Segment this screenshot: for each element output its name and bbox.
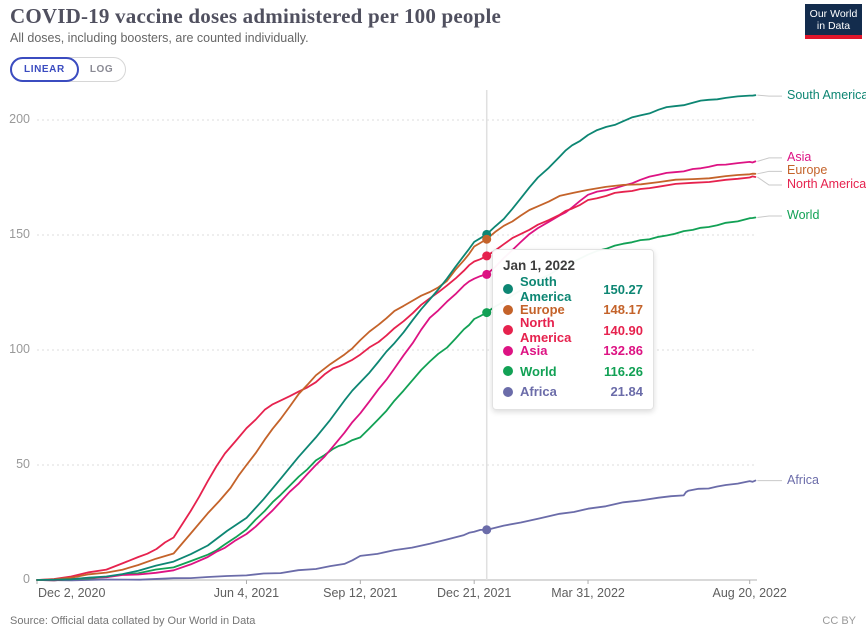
y-tick-label: 200	[9, 112, 30, 126]
owid-logo-box: Our World in Data	[805, 4, 862, 35]
series-label-world[interactable]: World	[787, 208, 820, 223]
tooltip-series-value: 150.27	[603, 281, 643, 297]
x-tick-label: Jun 4, 2021	[213, 586, 280, 600]
tooltip-series-name: North America	[520, 315, 572, 346]
tooltip-row: World 116.26	[503, 361, 643, 382]
x-tick-label: Sep 12, 2021	[323, 586, 398, 600]
y-tick-label: 100	[9, 342, 30, 356]
tooltip-series-name: Asia	[520, 343, 548, 359]
series-dot-icon	[503, 366, 513, 377]
series-dot-icon	[503, 284, 513, 295]
tooltip-row: South America 150.27	[503, 274, 643, 304]
tooltip-series-value: 148.17	[603, 302, 643, 318]
x-tick-label: Dec 21, 2021	[436, 586, 512, 600]
x-tick-label: Aug 20, 2022	[712, 586, 787, 600]
source-note: Source: Official data collated by Our Wo…	[10, 615, 256, 627]
tooltip-date: Jan 1, 2022	[503, 258, 576, 273]
tooltip-series-value: 21.84	[610, 384, 643, 400]
y-tick-label: 50	[16, 457, 30, 471]
x-tick-label: Dec 2, 2020	[38, 586, 106, 600]
series-label-north_america[interactable]: North America	[787, 177, 866, 192]
series-label-south_america[interactable]: South America	[787, 88, 866, 103]
owid-logo-bar	[805, 35, 862, 39]
tooltip-series-name: World	[520, 363, 557, 379]
series-label-africa[interactable]: Africa	[787, 472, 819, 487]
tooltip-row: North America 140.90	[503, 315, 643, 345]
tooltip-series-name: Europe	[520, 302, 565, 318]
scale-toggle: LINEAR LOG	[10, 57, 127, 82]
owid-logo-line1: Our World	[809, 8, 858, 20]
owid-logo-line2: in Data	[816, 20, 851, 32]
owid-logo[interactable]: Our World in Data	[805, 4, 862, 39]
tooltip-series-name: South America	[520, 274, 572, 305]
tooltip-series-value: 132.86	[603, 343, 643, 359]
series-label-europe[interactable]: Europe	[787, 163, 828, 178]
tooltip-row: Africa 21.84	[503, 382, 643, 403]
tooltip-row: Europe 148.17	[503, 300, 643, 321]
log-scale-button[interactable]: LOG	[89, 64, 114, 75]
linear-scale-button[interactable]: LINEAR	[10, 57, 79, 82]
tooltip-series-value: 140.90	[603, 322, 643, 338]
x-tick-label: Mar 31, 2022	[551, 586, 625, 600]
series-label-asia[interactable]: Asia	[787, 149, 812, 164]
page-title: COVID-19 vaccine doses administered per …	[10, 4, 502, 28]
tooltip-row: Asia 132.86	[503, 341, 643, 362]
y-tick-label: 0	[23, 572, 30, 586]
license-badge[interactable]: CC BY	[822, 615, 856, 627]
chart-subtitle: All doses, including boosters, are count…	[10, 31, 309, 45]
series-dot-icon	[503, 304, 513, 315]
tooltip-series-value: 116.26	[603, 363, 643, 379]
series-dot-icon	[503, 325, 513, 336]
series-dot-icon	[503, 345, 513, 356]
y-tick-label: 150	[9, 227, 30, 241]
series-dot-icon	[503, 386, 513, 397]
hover-tooltip: Jan 1, 2022 South America 150.27 Europe …	[492, 249, 654, 410]
tooltip-series-name: Africa	[520, 384, 557, 400]
